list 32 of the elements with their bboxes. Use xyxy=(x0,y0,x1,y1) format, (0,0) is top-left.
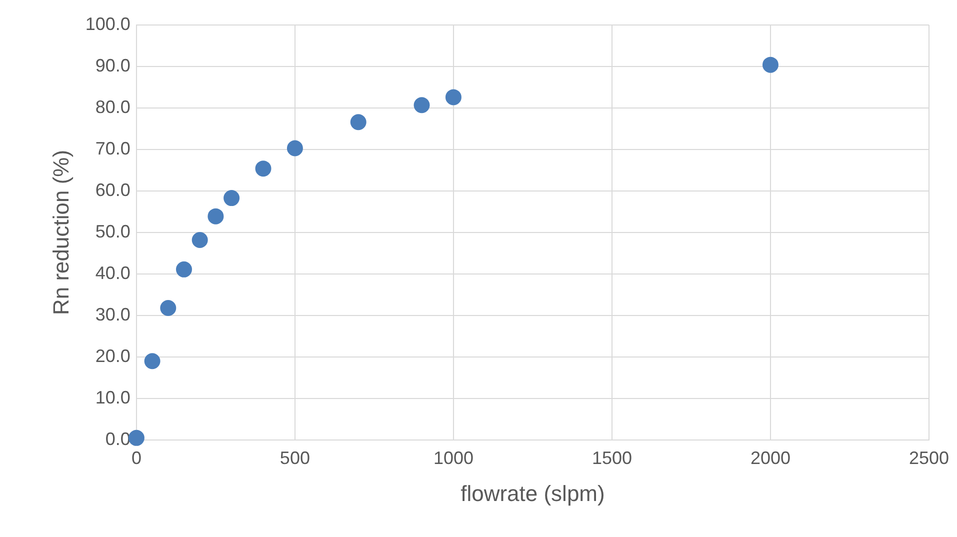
x-tick-label: 2000 xyxy=(750,448,790,468)
y-tick-label: 30.0 xyxy=(95,304,130,324)
y-tick-label: 40.0 xyxy=(95,262,130,283)
point xyxy=(176,261,192,278)
y-tick-label: 10.0 xyxy=(95,387,130,408)
x-tick-label: 0 xyxy=(131,448,142,468)
x-tick-label: 1500 xyxy=(592,448,632,468)
y-tick-label: 60.0 xyxy=(95,180,130,200)
point xyxy=(350,114,366,130)
point xyxy=(445,89,462,106)
point xyxy=(128,430,144,446)
point xyxy=(144,353,160,370)
x-tick-label: 500 xyxy=(280,448,310,468)
y-tick-label: 0.0 xyxy=(105,428,130,449)
point xyxy=(160,300,176,316)
point xyxy=(208,208,224,224)
y-tick-label: 100.0 xyxy=(85,14,130,34)
y-axis-title: Rn reduction (%) xyxy=(48,150,74,316)
y-tick-label: 20.0 xyxy=(95,346,130,366)
y-tick-label: 80.0 xyxy=(95,96,130,117)
y-tick-label: 70.0 xyxy=(95,138,130,158)
point xyxy=(192,232,208,248)
x-tick-label: 2500 xyxy=(908,448,949,468)
point xyxy=(762,56,778,73)
x-axis-title: flowrate (slpm) xyxy=(460,480,605,506)
point xyxy=(224,190,240,206)
point xyxy=(286,140,303,156)
y-tick-label: 90.0 xyxy=(95,55,130,76)
point xyxy=(255,160,272,177)
point xyxy=(414,97,430,114)
y-tick-label: 50.0 xyxy=(95,221,130,242)
x-tick-label: 1000 xyxy=(433,448,474,468)
